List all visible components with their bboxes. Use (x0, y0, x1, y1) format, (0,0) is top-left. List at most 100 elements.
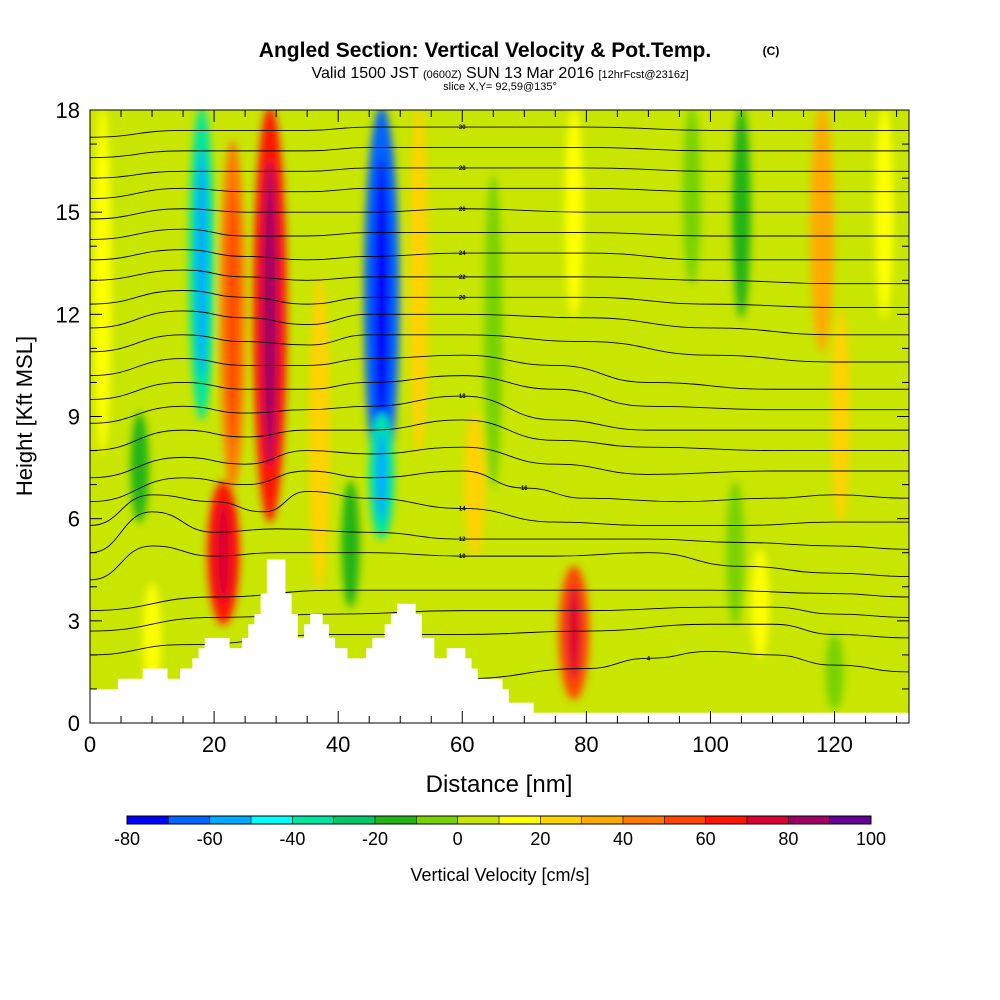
colorbar-swatch (333, 816, 376, 824)
colorbar-swatch (829, 816, 872, 824)
pot-temp-contour (90, 147, 909, 159)
pot-temp-contour (90, 470, 909, 503)
pot-temp-contour (90, 290, 909, 308)
velocity-core (216, 501, 231, 604)
velocity-core (227, 186, 239, 443)
colorbar-tick-label: -60 (197, 829, 223, 849)
colorbar-tick-label: 100 (856, 829, 886, 849)
colorbar-swatch (292, 816, 335, 824)
contour-label: 14 (459, 506, 466, 512)
pot-temp-contour (90, 126, 909, 138)
y-tick-label: 0 (68, 711, 80, 736)
velocity-core (375, 431, 388, 521)
colorbar-swatch (457, 816, 500, 824)
velocity-cell (726, 480, 745, 625)
colorbar-swatch (251, 816, 293, 824)
x-tick-label: 120 (816, 732, 853, 757)
contour-label: 20 (459, 295, 466, 301)
chart-title-unit: (C) (763, 44, 780, 58)
velocity-cell (564, 110, 583, 319)
velocity-cell (751, 548, 770, 659)
velocity-cell (682, 110, 701, 285)
velocity-cell (143, 582, 162, 693)
pot-temp-contour (90, 354, 909, 390)
pot-temp-contour (90, 545, 909, 581)
colorbar-label: Vertical Velocity [cm/s] (410, 865, 589, 885)
pot-temp-contour (90, 589, 909, 612)
velocity-core (262, 161, 278, 468)
pot-temp-contour (90, 167, 909, 179)
velocity-cell (484, 174, 503, 489)
y-tick-label: 15 (56, 200, 80, 225)
contour-label: 28 (459, 166, 466, 172)
velocity-cell (341, 480, 360, 608)
pot-temp-contour (90, 310, 909, 336)
colorbar-swatch (581, 816, 624, 824)
velocity-cell (309, 276, 330, 591)
pot-temp-contour (90, 395, 909, 431)
x-tick-label: 0 (84, 732, 96, 757)
colorbar-tick-label: 60 (696, 829, 716, 849)
pot-temp-contour (90, 511, 909, 554)
slice-label: slice X,Y= 92,59@135° (443, 81, 557, 93)
contour-label: 10 (459, 554, 466, 560)
colorbar-swatch (416, 816, 459, 824)
contour-label: 18 (459, 394, 466, 400)
x-tick-label: 60 (450, 732, 474, 757)
contour-label: 22 (459, 275, 466, 281)
subtitle-valid: Valid 1500 JST (311, 65, 419, 82)
y-tick-label: 3 (68, 609, 80, 634)
contour-label: 4 (647, 656, 651, 662)
velocity-cell (409, 110, 429, 455)
velocity-cell (875, 110, 894, 319)
x-tick-label: 20 (202, 732, 226, 757)
y-axis-label: Height [Kft MSL] (12, 336, 37, 496)
velocity-cell (464, 412, 485, 557)
colorbar-swatch (788, 816, 831, 824)
pot-temp-contour (90, 334, 909, 363)
pot-temp-contour (90, 375, 909, 411)
contour-label: 30 (459, 125, 466, 131)
colorbar-swatch (127, 816, 169, 824)
plot-area: 4 10 12 14 16 18 20 22 24 26 28 30 (89, 109, 910, 724)
chart-subtitle: Valid 1500 JST (0600Z) SUN 13 Mar 2016 [… (311, 65, 688, 82)
pot-temp-contour (90, 187, 909, 199)
colorbar-tick-label: 80 (778, 829, 798, 849)
y-tick-label: 6 (68, 507, 80, 532)
colorbar-tick-label: -80 (114, 829, 140, 849)
y-axis: 0 3 6 9 12 15 18 (56, 98, 909, 736)
colorbar-swatch (623, 816, 665, 824)
x-tick-label: 40 (326, 732, 350, 757)
velocity-cell (93, 110, 112, 455)
terrain (90, 559, 909, 723)
subtitle-date: SUN 13 Mar 2016 (466, 65, 594, 82)
subtitle-forecast: [12hrFcst@2316z] (598, 69, 688, 81)
pot-temp-contour (90, 490, 909, 526)
colorbar-swatch (747, 816, 789, 824)
velocity-cell (831, 310, 851, 523)
velocity-cell (732, 110, 751, 319)
contour-label: 12 (459, 537, 466, 543)
pot-temp-contour (90, 228, 909, 240)
pot-temp-contour (90, 269, 909, 285)
colorbar-tick-label: 40 (613, 829, 633, 849)
velocity-cell (130, 412, 149, 523)
colorbar-tick-label: -40 (279, 829, 305, 849)
colorbar-swatch (664, 816, 707, 824)
velocity-cell (810, 110, 834, 353)
y-tick-label: 12 (56, 302, 80, 327)
pot-temp-contour (90, 208, 909, 220)
colorbar-swatch (705, 816, 748, 824)
pot-temp-contour (90, 249, 909, 261)
colorbar-swatch (168, 816, 211, 824)
subtitle-utc: (0600Z) (423, 69, 462, 81)
contour-label: 24 (459, 251, 466, 257)
velocity-core (567, 585, 581, 681)
colorbar-swatch (375, 816, 417, 824)
colorbar-swatch (540, 816, 583, 824)
y-tick-label: 18 (56, 98, 80, 123)
velocity-core (195, 148, 208, 379)
colorbar-tick-label: -20 (362, 829, 388, 849)
x-tick-label: 100 (692, 732, 729, 757)
